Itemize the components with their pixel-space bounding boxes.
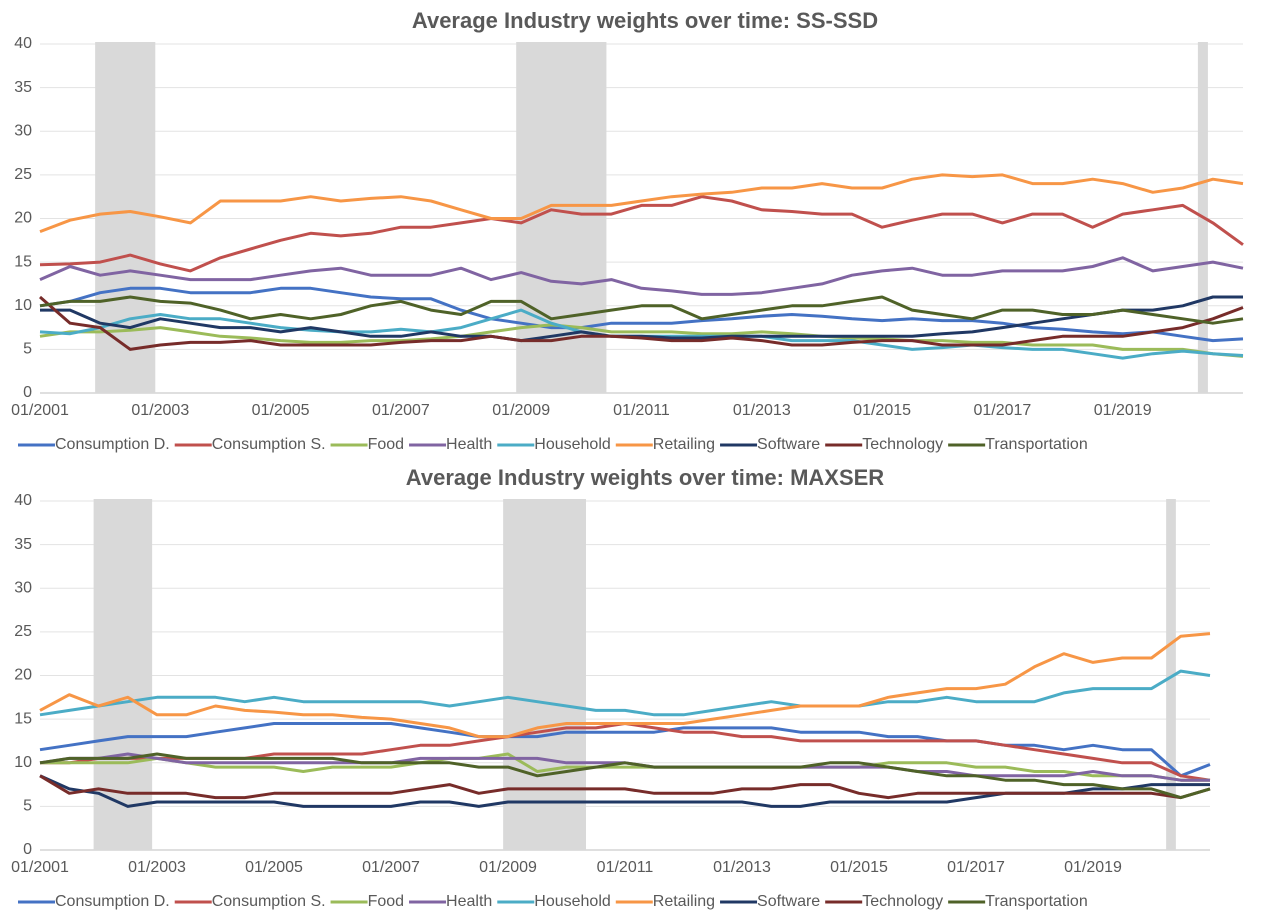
y-tick-label: 15	[14, 253, 32, 270]
series-line	[39, 295, 1244, 351]
y-tick-label: 20	[14, 667, 32, 684]
legend-label: Software	[757, 436, 820, 453]
legend-label: Retailing	[653, 436, 715, 453]
legend-label: Food	[368, 893, 404, 910]
series-line	[40, 752, 1210, 782]
series-line	[39, 752, 1211, 800]
legend-label: Consumption S.	[212, 436, 326, 453]
legend-label: Transportation	[985, 436, 1088, 453]
shaded-period	[503, 499, 586, 850]
y-tick-label: 0	[23, 841, 32, 858]
y-tick-label: 10	[14, 754, 32, 771]
y-tick-label: 5	[23, 341, 32, 358]
chart-title: Average Industry weights over time: MAXS…	[406, 465, 885, 490]
series-line	[39, 256, 1244, 296]
series-line	[39, 323, 1244, 358]
y-tick-label: 30	[14, 579, 32, 596]
series-line	[40, 295, 1243, 343]
series-line	[39, 774, 1211, 800]
legend-label: Health	[446, 436, 492, 453]
chart: Average Industry weights over time: SS-S…	[11, 8, 1244, 453]
legend-label: Transportation	[985, 893, 1088, 910]
series-line	[39, 195, 1244, 273]
y-tick-label: 10	[14, 297, 32, 314]
y-tick-label: 35	[14, 79, 32, 96]
y-tick-label: 25	[14, 166, 32, 183]
legend-label: Household	[534, 893, 611, 910]
x-tick-label: 01/2013	[733, 402, 791, 419]
x-tick-label: 01/2001	[11, 402, 69, 419]
y-tick-label: 5	[23, 798, 32, 815]
legend-label: Technology	[862, 893, 943, 910]
legend-label: Retailing	[653, 893, 715, 910]
y-tick-label: 25	[14, 623, 32, 640]
x-tick-label: 01/2007	[372, 402, 430, 419]
x-tick-label: 01/2003	[131, 402, 189, 419]
x-tick-label: 01/2001	[11, 859, 69, 876]
legend-label: Consumption S.	[212, 893, 326, 910]
legend-label: Household	[534, 436, 611, 453]
x-tick-label: 01/2005	[245, 859, 303, 876]
y-tick-label: 40	[14, 492, 32, 509]
x-tick-label: 01/2017	[973, 402, 1031, 419]
shaded-period	[93, 499, 153, 850]
x-tick-label: 01/2019	[1094, 402, 1152, 419]
y-tick-label: 15	[14, 710, 32, 727]
legend-label: Health	[446, 893, 492, 910]
chart-title: Average Industry weights over time: SS-S…	[412, 8, 878, 33]
legend-label: Consumption D.	[55, 893, 170, 910]
x-tick-label: 01/2007	[362, 859, 420, 876]
x-tick-label: 01/2019	[1064, 859, 1122, 876]
legend-label: Technology	[862, 436, 943, 453]
x-tick-label: 01/2011	[597, 859, 654, 876]
series-line	[39, 295, 1244, 325]
shaded-period	[95, 42, 156, 393]
x-tick-label: 01/2015	[830, 859, 888, 876]
legend-label: Software	[757, 893, 820, 910]
series-line	[39, 669, 1211, 717]
series-line	[39, 632, 1211, 739]
x-tick-label: 01/2005	[252, 402, 310, 419]
x-tick-label: 01/2009	[479, 859, 537, 876]
y-tick-label: 20	[14, 210, 32, 227]
y-tick-label: 35	[14, 536, 32, 553]
series-line	[39, 173, 1244, 234]
y-tick-label: 0	[23, 384, 32, 401]
shaded-period	[1166, 499, 1176, 850]
series-line	[39, 286, 1244, 343]
y-tick-label: 30	[14, 122, 32, 139]
x-tick-label: 01/2017	[947, 859, 1005, 876]
chart: Average Industry weights over time: MAXS…	[11, 465, 1211, 910]
legend-label: Food	[368, 436, 404, 453]
x-tick-label: 01/2009	[492, 402, 550, 419]
legend-label: Consumption D.	[55, 436, 170, 453]
x-tick-label: 01/2011	[613, 402, 670, 419]
x-tick-label: 01/2015	[853, 402, 911, 419]
x-tick-label: 01/2013	[713, 859, 771, 876]
x-tick-label: 01/2003	[128, 859, 186, 876]
y-tick-label: 40	[14, 35, 32, 52]
